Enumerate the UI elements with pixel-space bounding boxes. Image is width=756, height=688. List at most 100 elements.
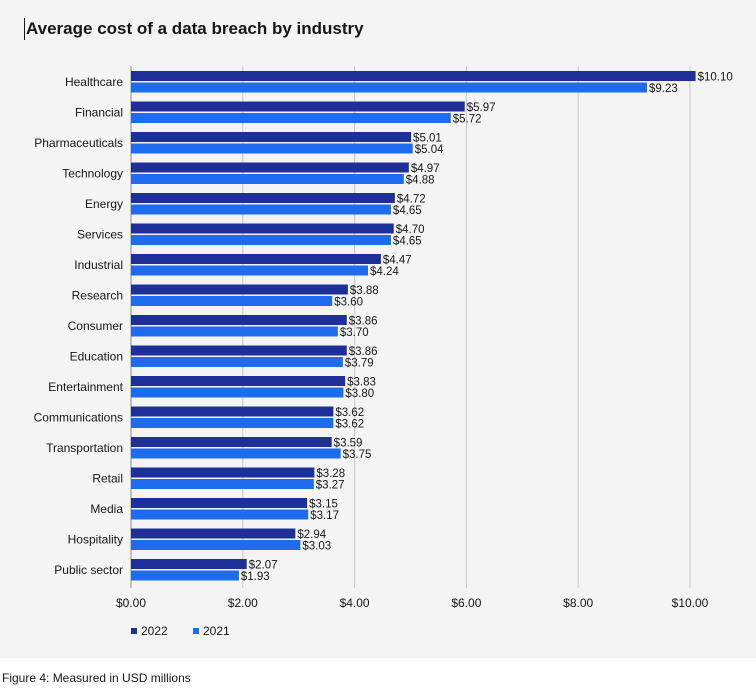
- x-tick-label: $2.00: [228, 596, 258, 610]
- bar: [131, 509, 309, 520]
- bar: [131, 418, 334, 428]
- data-label: $4.72: [397, 194, 426, 206]
- data-label: $4.70: [396, 224, 425, 236]
- category-label: Consumer: [68, 319, 123, 333]
- category-label: Public sector: [54, 563, 123, 577]
- data-label: $5.04: [415, 144, 444, 156]
- data-label: $3.86: [349, 316, 378, 328]
- bar: [131, 162, 409, 173]
- x-tick-label: $10.00: [672, 596, 709, 610]
- bar: [131, 528, 296, 539]
- data-label: $9.23: [649, 83, 678, 95]
- data-label: $3.15: [309, 499, 338, 511]
- data-label: $4.97: [411, 163, 440, 175]
- data-label: $3.27: [316, 480, 345, 492]
- figure-caption: Figure 4: Measured in USD millions: [2, 671, 191, 685]
- category-label: Communications: [34, 411, 123, 425]
- x-tick-label: $4.00: [340, 596, 370, 610]
- bar: [131, 448, 341, 459]
- data-label: $3.80: [345, 388, 374, 400]
- category-label: Energy: [85, 197, 123, 211]
- data-label: $3.62: [335, 419, 364, 431]
- category-label: Entertainment: [48, 380, 123, 394]
- bar: [131, 387, 344, 398]
- data-label: $3.70: [340, 327, 369, 339]
- bar: [131, 235, 391, 245]
- category-label: Research: [72, 289, 123, 303]
- data-label: $3.60: [334, 297, 363, 309]
- bar: [131, 113, 451, 123]
- data-label: $3.28: [316, 468, 345, 480]
- bar: [131, 101, 465, 112]
- bar-chart: $10.10 $9.23 $5.97$5.72 $5.01$5.04 $4.97$4.8…: [34, 66, 733, 638]
- data-label: $3.17: [310, 510, 339, 522]
- category-label: Hospitality: [68, 533, 123, 547]
- data-label: $4.88: [406, 175, 435, 187]
- data-label: $3.83: [347, 377, 376, 389]
- bar: [131, 570, 239, 581]
- legend: 2022 2021: [131, 624, 230, 638]
- category-label: Financial: [75, 106, 123, 120]
- category-label: Education: [70, 350, 123, 364]
- bar: [131, 223, 394, 234]
- legend-swatch: [193, 628, 199, 634]
- bar: [131, 406, 334, 417]
- category-label: Technology: [62, 167, 123, 181]
- data-label: $5.01: [413, 133, 442, 145]
- data-label: $1.93: [241, 571, 270, 583]
- x-tick-label: $6.00: [451, 596, 481, 610]
- legend-label: 2021: [203, 624, 230, 638]
- chart-title: Average cost of a data breach by industr…: [24, 18, 364, 40]
- bar: [131, 559, 247, 569]
- bars: $10.10 $9.23 $5.97$5.72 $5.01$5.04 $4.97$4.8…: [131, 71, 733, 583]
- category-label: Healthcare: [65, 75, 123, 89]
- data-label: $4.65: [393, 236, 422, 248]
- x-tick-label: $8.00: [563, 596, 593, 610]
- bar: [131, 143, 413, 154]
- data-label: $10.10: [698, 72, 733, 84]
- bar: [131, 82, 647, 93]
- bar: [131, 296, 333, 306]
- legend-swatch: [131, 628, 137, 634]
- category-label: Industrial: [74, 258, 123, 272]
- data-label: $2.07: [249, 560, 278, 572]
- bar: [131, 174, 404, 184]
- data-label: $4.24: [370, 266, 399, 278]
- data-label: $3.03: [302, 541, 331, 553]
- category-label: Transportation: [46, 441, 123, 455]
- data-label: $3.88: [350, 285, 379, 297]
- x-tick-labels: $0.00 $2.00 $4.00 $6.00 $8.00 $10.00: [116, 596, 709, 610]
- bar: [131, 326, 338, 337]
- bar: [131, 132, 412, 142]
- x-tick-label: $0.00: [116, 596, 146, 610]
- bar: [131, 254, 381, 264]
- bar: [131, 315, 347, 325]
- category-labels: Healthcare Financial Pharmaceuticals Techno…: [34, 75, 124, 577]
- data-label: $3.75: [343, 449, 372, 461]
- legend-label: 2022: [141, 624, 168, 638]
- category-label: Media: [90, 502, 123, 516]
- bar: [131, 479, 314, 489]
- data-label: $3.59: [334, 438, 363, 450]
- data-label: $5.97: [467, 102, 496, 114]
- data-label: $4.47: [383, 255, 412, 267]
- category-label: Services: [77, 228, 123, 242]
- data-label: $5.72: [453, 114, 482, 126]
- bar: [131, 376, 346, 386]
- data-label: $3.62: [335, 407, 364, 419]
- bar: [131, 284, 348, 295]
- data-label: $4.65: [393, 205, 422, 217]
- bar: [131, 357, 343, 367]
- bar: [131, 540, 301, 550]
- bar: [131, 71, 696, 81]
- category-label: Pharmaceuticals: [34, 136, 123, 150]
- category-label: Retail: [92, 472, 123, 486]
- bar: [131, 265, 369, 276]
- bar: [131, 467, 315, 478]
- data-label: $2.94: [297, 529, 326, 541]
- bar: [131, 345, 347, 356]
- bar: [131, 437, 332, 447]
- bar: [131, 193, 395, 203]
- data-label: $3.86: [349, 346, 378, 358]
- data-label: $3.79: [345, 358, 374, 370]
